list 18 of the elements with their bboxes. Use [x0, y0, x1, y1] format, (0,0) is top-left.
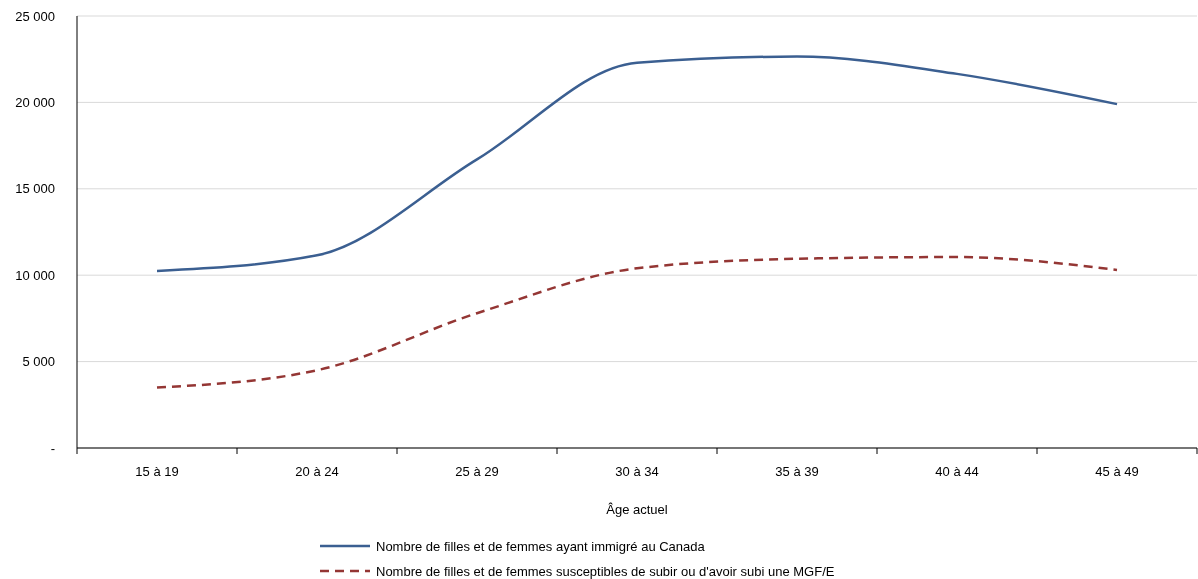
- y-tick-label: -: [50, 440, 55, 456]
- x-tick-label: 30 à 34: [615, 464, 659, 479]
- y-tick-label: 20 000: [15, 94, 55, 110]
- y-tick-label: 5 000: [22, 354, 55, 370]
- x-axis-title: Âge actuel: [606, 502, 668, 517]
- x-tick-label: 25 à 29: [455, 464, 499, 479]
- line-series: [155, 255, 1119, 389]
- legend-label: Nombre de filles et de femmes ayant immigré au Canada: [376, 538, 706, 554]
- y-tick-label: 25 000: [15, 8, 55, 24]
- x-tick-label: 15 à 19: [135, 464, 179, 479]
- x-tick-label: 45 à 49: [1095, 464, 1139, 479]
- line-series: [155, 55, 1119, 273]
- y-tick-label: 15 000: [15, 181, 55, 197]
- y-tick-label: 10 000: [15, 267, 55, 283]
- x-tick-label: 35 à 39: [775, 464, 819, 479]
- x-tick-label: 20 à 24: [295, 464, 339, 479]
- legend-label: Nombre de filles et de femmes susceptibles de subir ou d'avoir subi une MGF/E: [376, 563, 835, 579]
- x-tick-label: 40 à 44: [935, 464, 979, 479]
